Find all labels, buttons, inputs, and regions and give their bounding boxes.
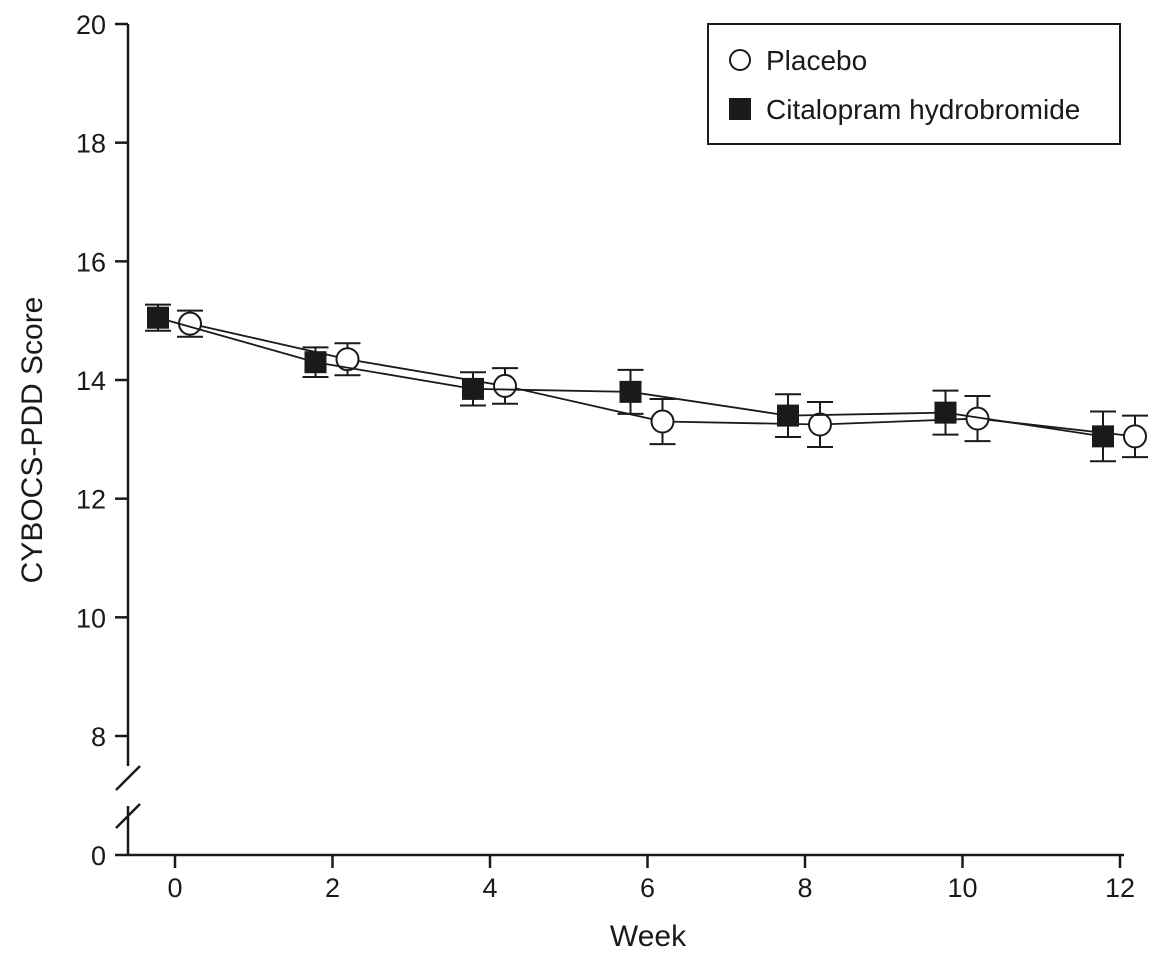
data-point bbox=[462, 377, 484, 400]
data-point bbox=[335, 347, 360, 372]
data-point bbox=[777, 404, 799, 427]
ticks: 0 2 4 6 8 10 12 0 8 10 12 14 16 18 20 bbox=[76, 10, 1135, 903]
legend-citalopram-label: Citalopram hydrobromide bbox=[766, 94, 1080, 125]
y-tick-label: 18 bbox=[76, 129, 106, 159]
data-point bbox=[650, 409, 675, 434]
data-point bbox=[1123, 424, 1147, 449]
y-tick-label: 20 bbox=[76, 10, 106, 40]
data-point bbox=[808, 412, 832, 437]
legend-box bbox=[707, 23, 1121, 145]
legend-citalopram-marker-icon bbox=[729, 98, 751, 120]
series bbox=[145, 303, 1148, 463]
x-tick-label: 8 bbox=[797, 873, 812, 903]
data-point bbox=[934, 401, 957, 424]
axis-break-mark-lower bbox=[115, 803, 141, 829]
x-tick-label: 6 bbox=[640, 873, 655, 903]
y-tick-label: 16 bbox=[76, 247, 106, 277]
y-tick-label: 0 bbox=[91, 841, 106, 871]
data-point bbox=[304, 351, 327, 374]
x-tick-label: 10 bbox=[947, 873, 977, 903]
y-axis-title: CYBOCS-PDD Score bbox=[16, 297, 49, 584]
data-point bbox=[493, 373, 517, 398]
axes bbox=[115, 24, 1124, 857]
data-point bbox=[147, 306, 169, 329]
data-point bbox=[1092, 425, 1114, 448]
axis-break-mark-upper bbox=[115, 765, 141, 791]
series-placebo bbox=[177, 309, 1148, 459]
y-tick-label: 8 bbox=[91, 722, 106, 752]
x-axis-title: Week bbox=[610, 920, 687, 953]
x-tick-label: 0 bbox=[167, 873, 182, 903]
legend: Placebo Citalopram hydrobromide bbox=[707, 23, 1121, 145]
legend-placebo-label: Placebo bbox=[766, 45, 867, 76]
data-point bbox=[619, 380, 642, 403]
y-tick-label: 14 bbox=[76, 366, 106, 396]
x-tick-label: 2 bbox=[325, 873, 340, 903]
x-tick-label: 4 bbox=[482, 873, 497, 903]
series-citalopram bbox=[145, 303, 1116, 463]
legend-placebo-marker-icon bbox=[729, 49, 751, 71]
x-tick-label: 12 bbox=[1105, 873, 1135, 903]
y-tick-label: 12 bbox=[76, 485, 106, 515]
y-tick-label: 10 bbox=[76, 603, 106, 633]
